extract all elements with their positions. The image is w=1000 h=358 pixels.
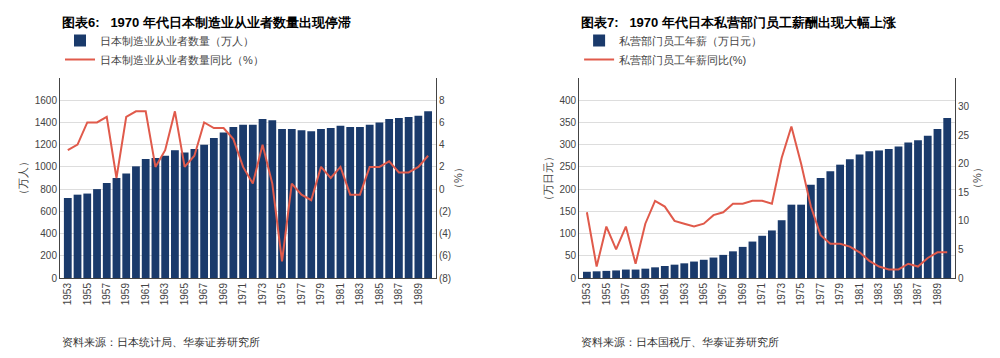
svg-text:1200: 1200	[35, 139, 58, 150]
svg-text:1963: 1963	[159, 283, 170, 306]
svg-text:4: 4	[439, 139, 445, 150]
svg-text:0: 0	[51, 273, 57, 284]
svg-text:1969: 1969	[737, 283, 748, 306]
svg-text:0: 0	[958, 273, 964, 284]
svg-text:（万人）: （万人）	[17, 156, 29, 200]
svg-text:6: 6	[439, 117, 445, 128]
svg-text:1965: 1965	[179, 283, 190, 306]
svg-text:600: 600	[40, 206, 57, 217]
svg-text:1973: 1973	[257, 283, 268, 306]
svg-text:1979: 1979	[834, 283, 845, 306]
svg-text:5: 5	[958, 244, 964, 255]
svg-text:150: 150	[559, 206, 576, 217]
svg-text:350: 350	[559, 117, 576, 128]
svg-text:400: 400	[40, 228, 57, 239]
svg-text:1987: 1987	[393, 283, 404, 306]
svg-text:图表7: 1970 年代日本私营部门员工薪酬出现大幅上涨: 图表7: 1970 年代日本私营部门员工薪酬出现大幅上涨	[581, 15, 897, 30]
svg-text:图表6: 1970 年代日本制造业从业者数量出现停滞: 图表6: 1970 年代日本制造业从业者数量出现停滞	[62, 15, 351, 30]
svg-text:1977: 1977	[815, 283, 826, 306]
svg-text:250: 250	[559, 161, 576, 172]
svg-text:1973: 1973	[776, 283, 787, 306]
svg-text:1957: 1957	[101, 283, 112, 306]
svg-text:1600: 1600	[35, 95, 58, 106]
svg-text:(6): (6)	[439, 250, 451, 261]
svg-text:（%）: （%）	[971, 162, 983, 194]
svg-text:1985: 1985	[893, 283, 904, 306]
svg-text:1969: 1969	[218, 283, 229, 306]
svg-text:1965: 1965	[698, 283, 709, 306]
svg-text:1967: 1967	[717, 283, 728, 306]
svg-text:1989: 1989	[932, 283, 943, 306]
svg-text:2: 2	[439, 161, 445, 172]
svg-text:30: 30	[958, 101, 970, 112]
svg-text:1977: 1977	[296, 283, 307, 306]
svg-text:1981: 1981	[854, 283, 865, 306]
svg-text:1000: 1000	[35, 161, 58, 172]
svg-text:800: 800	[40, 184, 57, 195]
svg-text:1989: 1989	[413, 283, 424, 306]
svg-text:1959: 1959	[120, 283, 131, 306]
svg-text:(8): (8)	[439, 273, 451, 284]
svg-text:1987: 1987	[912, 283, 923, 306]
svg-text:20: 20	[958, 158, 970, 169]
svg-text:日本制造业从业者数量（万人）: 日本制造业从业者数量（万人）	[100, 35, 254, 47]
svg-text:1961: 1961	[140, 283, 151, 306]
svg-text:私营部门员工年薪同比(%): 私营部门员工年薪同比(%)	[619, 54, 746, 66]
svg-text:资料来源：日本统计局、华泰证券研究所: 资料来源：日本统计局、华泰证券研究所	[62, 336, 260, 348]
svg-text:15: 15	[958, 187, 970, 198]
svg-text:1981: 1981	[335, 283, 346, 306]
svg-text:资料来源：日本国税厅、华泰证券研究所: 资料来源：日本国税厅、华泰证券研究所	[581, 336, 779, 348]
svg-text:私营部门员工年薪（万日元）: 私营部门员工年薪（万日元）	[619, 35, 762, 47]
svg-text:0: 0	[571, 273, 577, 284]
svg-text:25: 25	[958, 130, 970, 141]
svg-text:日本制造业从业者数量同比（%）: 日本制造业从业者数量同比（%）	[100, 54, 264, 66]
svg-text:1963: 1963	[679, 283, 690, 306]
svg-text:（万日元）: （万日元）	[542, 151, 554, 206]
svg-text:200: 200	[40, 250, 57, 261]
svg-text:1953: 1953	[581, 283, 592, 306]
svg-text:1400: 1400	[35, 117, 58, 128]
svg-text:(2): (2)	[439, 206, 451, 217]
svg-text:0: 0	[439, 184, 445, 195]
svg-text:100: 100	[559, 228, 576, 239]
svg-text:1983: 1983	[354, 283, 365, 306]
svg-text:1953: 1953	[62, 283, 73, 306]
svg-text:1971: 1971	[756, 283, 767, 306]
svg-text:1985: 1985	[374, 283, 385, 306]
svg-text:300: 300	[559, 139, 576, 150]
svg-text:(4): (4)	[439, 228, 451, 239]
svg-text:1975: 1975	[795, 283, 806, 306]
svg-text:1955: 1955	[82, 283, 93, 306]
svg-text:（%）: （%）	[452, 162, 464, 194]
svg-text:1957: 1957	[620, 283, 631, 306]
svg-text:1979: 1979	[315, 283, 326, 306]
svg-text:10: 10	[958, 215, 970, 226]
svg-text:400: 400	[559, 95, 576, 106]
svg-text:1959: 1959	[640, 283, 651, 306]
svg-text:8: 8	[439, 95, 445, 106]
svg-text:50: 50	[565, 250, 577, 261]
svg-text:1971: 1971	[237, 283, 248, 306]
svg-text:1975: 1975	[276, 283, 287, 306]
svg-text:1961: 1961	[659, 283, 670, 306]
svg-text:200: 200	[559, 184, 576, 195]
svg-text:1967: 1967	[198, 283, 209, 306]
svg-text:1983: 1983	[873, 283, 884, 306]
svg-text:1955: 1955	[601, 283, 612, 306]
